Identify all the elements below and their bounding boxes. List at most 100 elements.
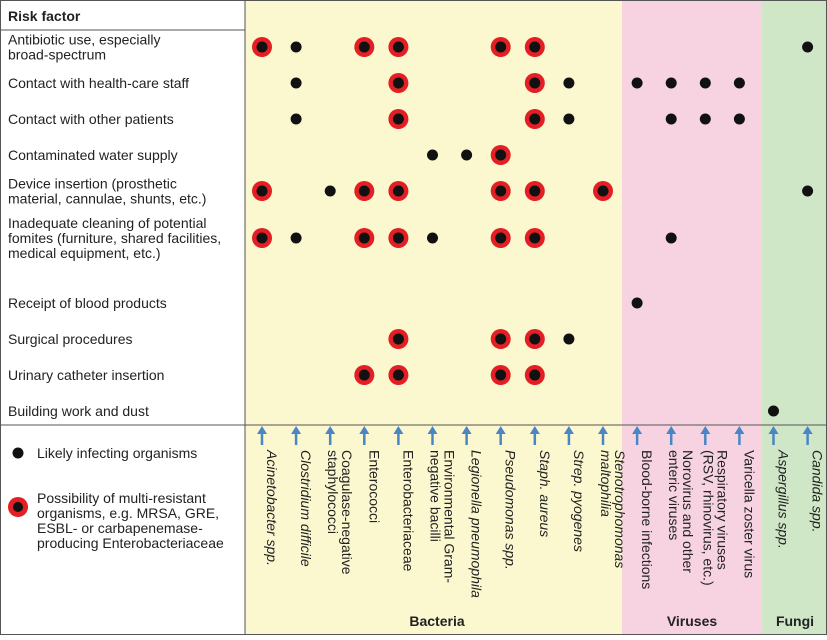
row-label: Receipt of blood products <box>8 295 167 311</box>
organism-dot <box>392 113 404 125</box>
bacteria-band <box>245 0 622 635</box>
organism-dot <box>563 77 575 89</box>
group-label: Viruses <box>667 613 718 629</box>
arrow-head <box>802 426 813 434</box>
column-label: Blood-borne infections <box>639 450 655 589</box>
column-label: (RSV, rhinovirus, etc.) <box>700 450 716 586</box>
organism-dot <box>392 333 404 345</box>
row-label: Contact with health-care staff <box>8 75 189 91</box>
organism-dot <box>597 185 609 197</box>
organism-dot <box>324 185 336 197</box>
legend-text: Possibility of multi-resistant <box>37 490 206 506</box>
arrow-head <box>427 426 438 434</box>
arrow-head <box>734 426 745 434</box>
fungi-band <box>762 0 827 635</box>
organism-dot <box>358 232 370 244</box>
header-title: Risk factor <box>8 8 81 24</box>
organism-dot <box>495 149 507 161</box>
organism-dot <box>733 113 745 125</box>
arrow-head <box>325 426 336 434</box>
organism-dot <box>665 232 677 244</box>
column-label: Enterococci <box>366 450 382 523</box>
organism-dot <box>802 41 814 53</box>
arrow-head <box>529 426 540 434</box>
arrow-head <box>768 426 779 434</box>
organism-dot <box>461 149 473 161</box>
column-label: Enterobacteriaceae <box>400 450 416 572</box>
organism-dot <box>529 77 541 89</box>
organism-dot <box>495 185 507 197</box>
column-label: negative bacilli <box>428 450 444 542</box>
organism-dot <box>392 185 404 197</box>
legend-text: organisms, e.g. MRSA, GRE, <box>37 505 219 521</box>
arrow-head <box>257 426 267 434</box>
organism-dot <box>495 232 507 244</box>
organism-dot <box>529 232 541 244</box>
row-label: broad-spectrum <box>8 47 106 63</box>
column-label: Varicella zoster virus <box>741 450 757 578</box>
organism-dot <box>563 333 575 345</box>
column-label: Stenotrophomonas <box>612 450 628 568</box>
organism-dot <box>699 77 711 89</box>
legend-text: producing Enterobacteriaceae <box>37 535 224 551</box>
arrow-head <box>563 426 574 434</box>
organism-dot <box>392 41 404 53</box>
column-label: maltophilia <box>598 450 614 517</box>
organism-dot <box>768 405 779 417</box>
column-label: enteric viruses <box>666 450 682 540</box>
organism-dot <box>665 77 677 89</box>
organism-dot <box>802 185 814 197</box>
organism-dot <box>631 297 643 309</box>
organism-dot <box>427 232 438 244</box>
arrow-head <box>461 426 472 434</box>
arrow-head <box>359 426 370 434</box>
group-label: Bacteria <box>409 613 464 629</box>
organism-dot <box>529 185 541 197</box>
organism-dot <box>495 41 507 53</box>
organism-dot <box>256 185 268 197</box>
organism-dot <box>733 77 745 89</box>
organism-dot <box>495 369 507 381</box>
column-label: Aspergillus spp. <box>776 449 792 549</box>
arrow-head <box>291 426 302 434</box>
column-label: Strep. pyogenes <box>571 450 587 552</box>
organism-dot <box>631 77 643 89</box>
column-label: Norovirus and other <box>680 450 696 573</box>
organism-dot <box>665 113 677 125</box>
organism-dot <box>358 185 370 197</box>
group-label: Fungi <box>776 613 814 629</box>
legend-text: ESBL- or carbapenemase- <box>37 520 203 536</box>
column-label: Pseudomonas spp. <box>503 450 519 570</box>
column-label: Candida spp. <box>810 450 826 533</box>
organism-dot <box>392 77 404 89</box>
organism-dot <box>392 232 404 244</box>
organism-dot <box>290 41 302 53</box>
organism-dot <box>392 369 404 381</box>
column-label: Respiratory viruses <box>714 450 730 570</box>
column-label: Legionella pneumophila <box>469 450 485 598</box>
arrow-head <box>700 426 711 434</box>
arrow-head <box>393 426 404 434</box>
organism-dot <box>563 113 575 125</box>
organism-dot <box>256 232 268 244</box>
arrow-head <box>632 426 643 434</box>
row-label: Contaminated water supply <box>8 147 178 163</box>
row-label: fomites (furniture, shared facilities, <box>8 230 221 246</box>
legend-dot <box>12 447 24 459</box>
organism-dot <box>290 113 302 125</box>
organism-dot <box>427 149 438 161</box>
column-label: Coagulase-negative <box>339 450 355 575</box>
organism-dot <box>290 232 302 244</box>
row-label: Device insertion (prosthetic <box>8 176 177 192</box>
organism-dot <box>358 41 370 53</box>
organism-dot <box>290 77 302 89</box>
arrow-head <box>495 426 506 434</box>
column-label: Clostridium difficile <box>298 450 314 567</box>
column-label: Environmental Gram- <box>442 450 458 583</box>
organism-dot <box>256 41 268 53</box>
row-label: Urinary catheter insertion <box>8 367 164 383</box>
legend-resistant-core <box>13 502 23 512</box>
column-label: Acinetobacter spp. <box>264 449 280 566</box>
arrow-head <box>598 426 608 434</box>
